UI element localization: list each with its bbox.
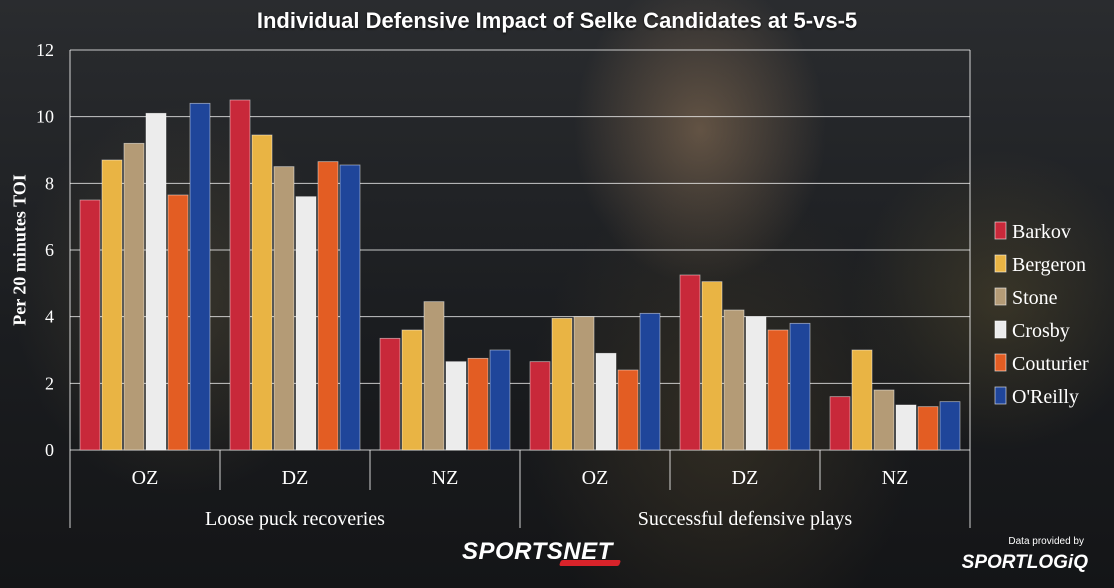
legend-swatch [994,353,1007,372]
bar-bergeron [851,349,873,451]
legend-label: Stone [1012,287,1058,309]
bar-stone [573,316,595,451]
x-group-label: Successful defensive plays [638,508,853,530]
bar-crosby [745,316,767,451]
sportlogiq-logo: SPORTLOGiQ [961,552,1088,573]
bar-couturier [317,161,339,451]
bar-bergeron [251,134,273,451]
bar-stone [423,301,445,451]
legend-label: Bergeron [1012,254,1086,276]
bar-stone [273,166,295,451]
legend-swatch [994,287,1007,306]
legend-swatch [994,221,1007,240]
bar-couturier [467,357,489,451]
legend-swatch [994,320,1007,339]
bar-couturier [767,329,789,451]
legend-label: O'Reilly [1012,386,1079,408]
bar-barkov [379,337,401,451]
legend-label: Crosby [1012,320,1070,342]
legend-label: Couturier [1012,353,1089,375]
bar-bergeron [551,317,573,451]
bar-couturier [167,194,189,451]
y-tick-label: 8 [45,173,54,193]
y-tick-label: 4 [45,307,54,327]
bar-crosby [145,112,167,451]
chart-title: Individual Defensive Impact of Selke Can… [256,8,858,33]
bar-stone [723,309,745,451]
bar-barkov [79,199,101,451]
bar-stone [873,389,895,451]
bar-oreilly [939,401,961,451]
bar-oreilly [489,349,511,451]
bar-couturier [917,406,939,451]
y-tick-label: 0 [45,440,54,460]
legend-swatch [994,386,1007,405]
y-tick-label: 10 [36,107,54,127]
bar-barkov [829,396,851,451]
bar-bergeron [101,159,123,451]
bar-bergeron [701,281,723,451]
x-tick-label: OZ [132,467,159,489]
bar-barkov [679,274,701,451]
sportsnet-swoosh [558,560,622,566]
legend-label: Barkov [1012,221,1071,243]
legend-swatch [994,254,1007,273]
bar-crosby [295,196,317,451]
y-tick-label: 12 [36,40,54,60]
bar-crosby [595,352,617,451]
bar-crosby [445,361,467,451]
x-tick-label: NZ [882,467,909,489]
x-tick-label: OZ [582,467,609,489]
bar-oreilly [189,102,211,451]
bar-barkov [529,361,551,451]
bar-barkov [229,99,251,451]
y-tick-label: 2 [45,373,54,393]
y-axis-label: Per 20 minutes TOI [9,174,30,326]
x-tick-label: NZ [432,467,459,489]
x-group-label: Loose puck recoveries [205,508,385,530]
bar-oreilly [639,312,661,451]
data-provided-by: Data provided by [1008,536,1084,547]
bar-oreilly [789,322,811,451]
bar-stone [123,142,145,451]
bar-oreilly [339,164,361,451]
x-tick-label: DZ [732,467,759,489]
x-tick-label: DZ [282,467,309,489]
bar-couturier [617,369,639,451]
y-tick-label: 6 [45,240,54,260]
bar-crosby [895,404,917,451]
bar-bergeron [401,329,423,451]
